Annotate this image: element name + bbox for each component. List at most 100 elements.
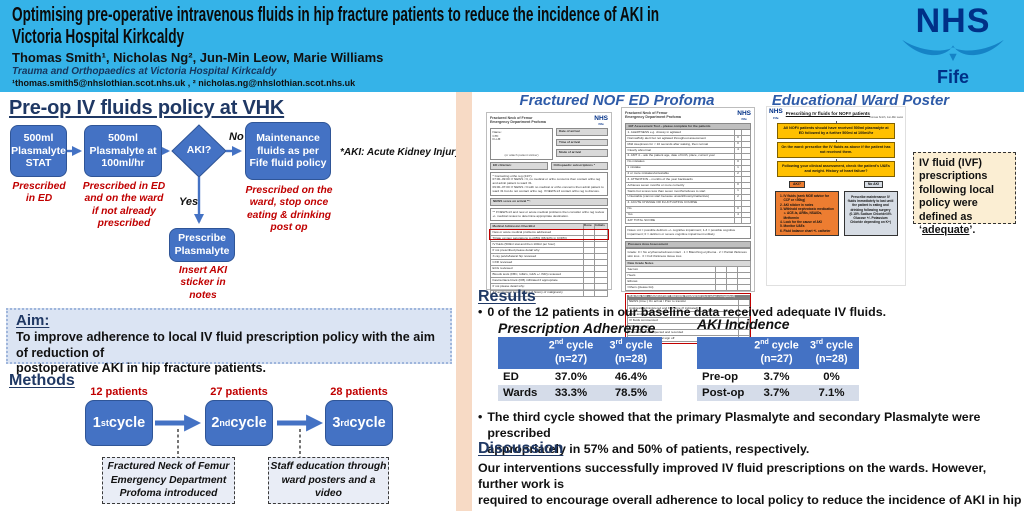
cycle-patient-count: 12 patients [90,386,148,398]
flow-box-plasmalyte-stat: 500ml Plasmalyte STAT [10,125,67,177]
4at-row: 2 or more mistakes/untestable 2 [625,171,751,178]
table-row: Post-op 3.7% 7.1% [697,384,859,401]
no-aki-branch-label: No AKI [863,180,883,189]
table-row: Wards 33.3% 78.5% [498,384,662,401]
big-six-row: Pressure areas inspected and recorded [626,330,750,337]
author-emails: ¹thomas.smith5@nhslothian.scot.nhs.uk , … [12,78,356,88]
ward-poster-step: All NOF# patients should have received 5… [777,120,895,139]
4at-row: 4. ACUTE CHANGE OR FLUCTUATING COURSE [625,200,751,207]
methods-note-profoma: Fractured Neck of Femur Emergency Depart… [102,457,235,504]
table-title-aki: AKI Incidence [697,316,790,332]
ward-poster-steps: All NOF# patients should have received 5… [777,120,895,177]
aki-definition-note: *AKI: Acute Kidney Injury [340,147,461,158]
ortho-reg-instructions: * Contacting ortho reg (24/7): 07:00–09:… [490,172,608,197]
form-field-label: Time of arrival [556,138,608,147]
aki-incidence-table: 2nd cycle (n=27) 3rd cycle (n=28) Pre-op 3.… [697,337,859,401]
ward-poster-byline: Thomas Smith, Jun-Min Leow [868,116,903,119]
pressure-columns: Date Grade Notes [627,260,654,265]
form-title: Fractured Neck of Femur Emergency Depart… [625,111,681,120]
4at-row: 1. ALERTNESS e.g. drowsy in agitated [625,130,751,137]
methods-heading: Methods [9,372,75,389]
table-header-row: 2nd cycle (n=27) 3rd cycle (n=28) [697,337,859,369]
pressure-row: Others (please list) [625,285,751,292]
pressure-grade-legend: Grade: 0 = No erythema/redness intact · … [625,248,751,261]
pressure-row: Elbows [625,279,751,286]
4at-row: 1 mistake 1 [625,165,751,172]
4at-row: No 0 [625,206,751,213]
column-divider [456,92,472,511]
nhs-mini-logo: NHS Fife [769,108,783,120]
news-note: ** If NEWS ≥3 and new or acute medical p… [490,208,608,221]
aki-action-item: Monitor U&Es [784,224,836,228]
caption-aki-sticker: Insert AKI sticker in notes [178,265,228,301]
table-row: Pre-op 3.7% 0% [702,370,840,383]
aki-action-item: Fluid balance chart +/- catheter [784,229,836,233]
ward-poster-title: Prescribing IV fluids for NOF# patients [785,110,870,116]
table-header-row: 2nd cycle (n=27) 3rd cycle (n=28) [498,337,662,369]
medical-admission-checklist: Medical Admission Checklist Done Initial… [489,222,609,297]
policy-flow-connectors [67,124,243,225]
4at-row: Achieves seven months or more correctly 0 [625,182,751,190]
pressure-row: Sacrum [625,267,751,273]
nhs-mini-logo: NHS Fife [594,115,608,126]
4at-section-title: 4AT Assessment Tool – please complete fo… [625,123,751,131]
big-six-row: IV fluids commenced [626,318,750,325]
discussion-text: Our interventions successfully improved … [478,461,1022,511]
aki-branch-label: AKI? [789,180,805,189]
big-six-row: NEWS (time:) On arrival / Prior to trans… [626,300,750,306]
big-six-row: ECG and bloods [626,312,750,319]
checklist-row: New or acute medical problems addressed [490,230,608,237]
profoma-page-1: Fractured Neck of Femur Emergency Depart… [486,112,612,297]
form-field-label: Mode of arrival [556,148,608,157]
page-title: Optimising pre-operative intravenous flu… [12,4,660,49]
4at-row: Clearly abnormal 4 [625,147,751,154]
results-heading: Results [478,288,536,305]
cycle-patient-count: 28 patients [330,386,388,398]
discussion-heading: Discussion [478,440,564,457]
big-six-title: THE BIG SIX – MANDATORY BEFORE TRANSFER … [626,294,750,300]
methods-note-education: Staff education through ward posters and… [268,457,389,504]
ward-poster-heading: Educational Ward Poster [771,92,950,109]
checklist-row: If not please detail why: [490,284,608,291]
ward-poster-step: Following your clinical assessment, chec… [777,158,895,177]
flow-box-maintenance: Maintenance fluids as per Fife fluid pol… [245,122,331,180]
checklist-row: AP and lateral femur X-rays if history o… [490,290,608,297]
aim-text: To improve adherence to local IV fluid p… [16,330,435,376]
patient-details-box: Name: CHI: D.o.B: (or attach patient sti… [490,128,553,161]
big-six-section: THE BIG SIX – MANDATORY BEFORE TRANSFER … [625,293,751,344]
no-aki-actions: Prescribe maintenance IV fluids immediat… [843,191,898,236]
4at-row: 3. ATTENTION – months of the year backwa… [625,177,751,184]
bullet-dot: • [478,305,483,319]
aki-action-item: Look for the cause of AKI [784,220,836,224]
big-six-row: Analgesia administered and FIB done (if … [626,306,750,312]
form-field-label: Date of arrival [556,128,608,137]
checklist-row: ECG reviewed [490,266,608,273]
nhs-fife-logo: NHS Fife [897,4,1009,90]
4at-row: Normal/fully alert but not agitated thro… [625,135,751,143]
big-six-row: 4AT screening [626,324,750,331]
nhs-swoosh-icon [902,39,1004,62]
results-bullet-2: • The third cycle showed that the primar… [478,410,981,456]
4at-row: No mistakes 0 [625,159,751,166]
checklist-row: CXR reviewed [490,260,608,267]
profoma-page-2: Fractured Neck of Femur Emergency Depart… [621,107,755,344]
flow-box-prescribe-plasmalyte: Prescribe Plasmalyte [169,228,235,262]
news-score-field: NEWS score on arrival **: [490,198,608,207]
checklist-row: Bloods tests (FBC, U&E's, G&S +/- INR) r… [490,272,608,279]
4at-row: 4AT TOTAL SCORE [625,218,751,225]
bullet-dot: • [478,410,483,424]
4at-row: Mild sleepiness for < 10 seconds after w… [625,141,751,149]
nhs-region-text: Fife [936,67,969,87]
4at-row: Starts but scores less than seven months… [625,188,751,195]
methods-flow-connectors [155,414,324,458]
pressure-rows: Sacrum Heels Elbows Others (please list) [625,267,751,292]
checklist-row: Fascia iliaca block (FIB) infiltrated if… [490,278,608,285]
nhs-mini-logo: NHS Fife [737,110,751,121]
caption-prescribed-in-ed: Prescribed in ED [12,181,66,205]
table-title-prescription: Prescription Adherence [498,320,656,336]
